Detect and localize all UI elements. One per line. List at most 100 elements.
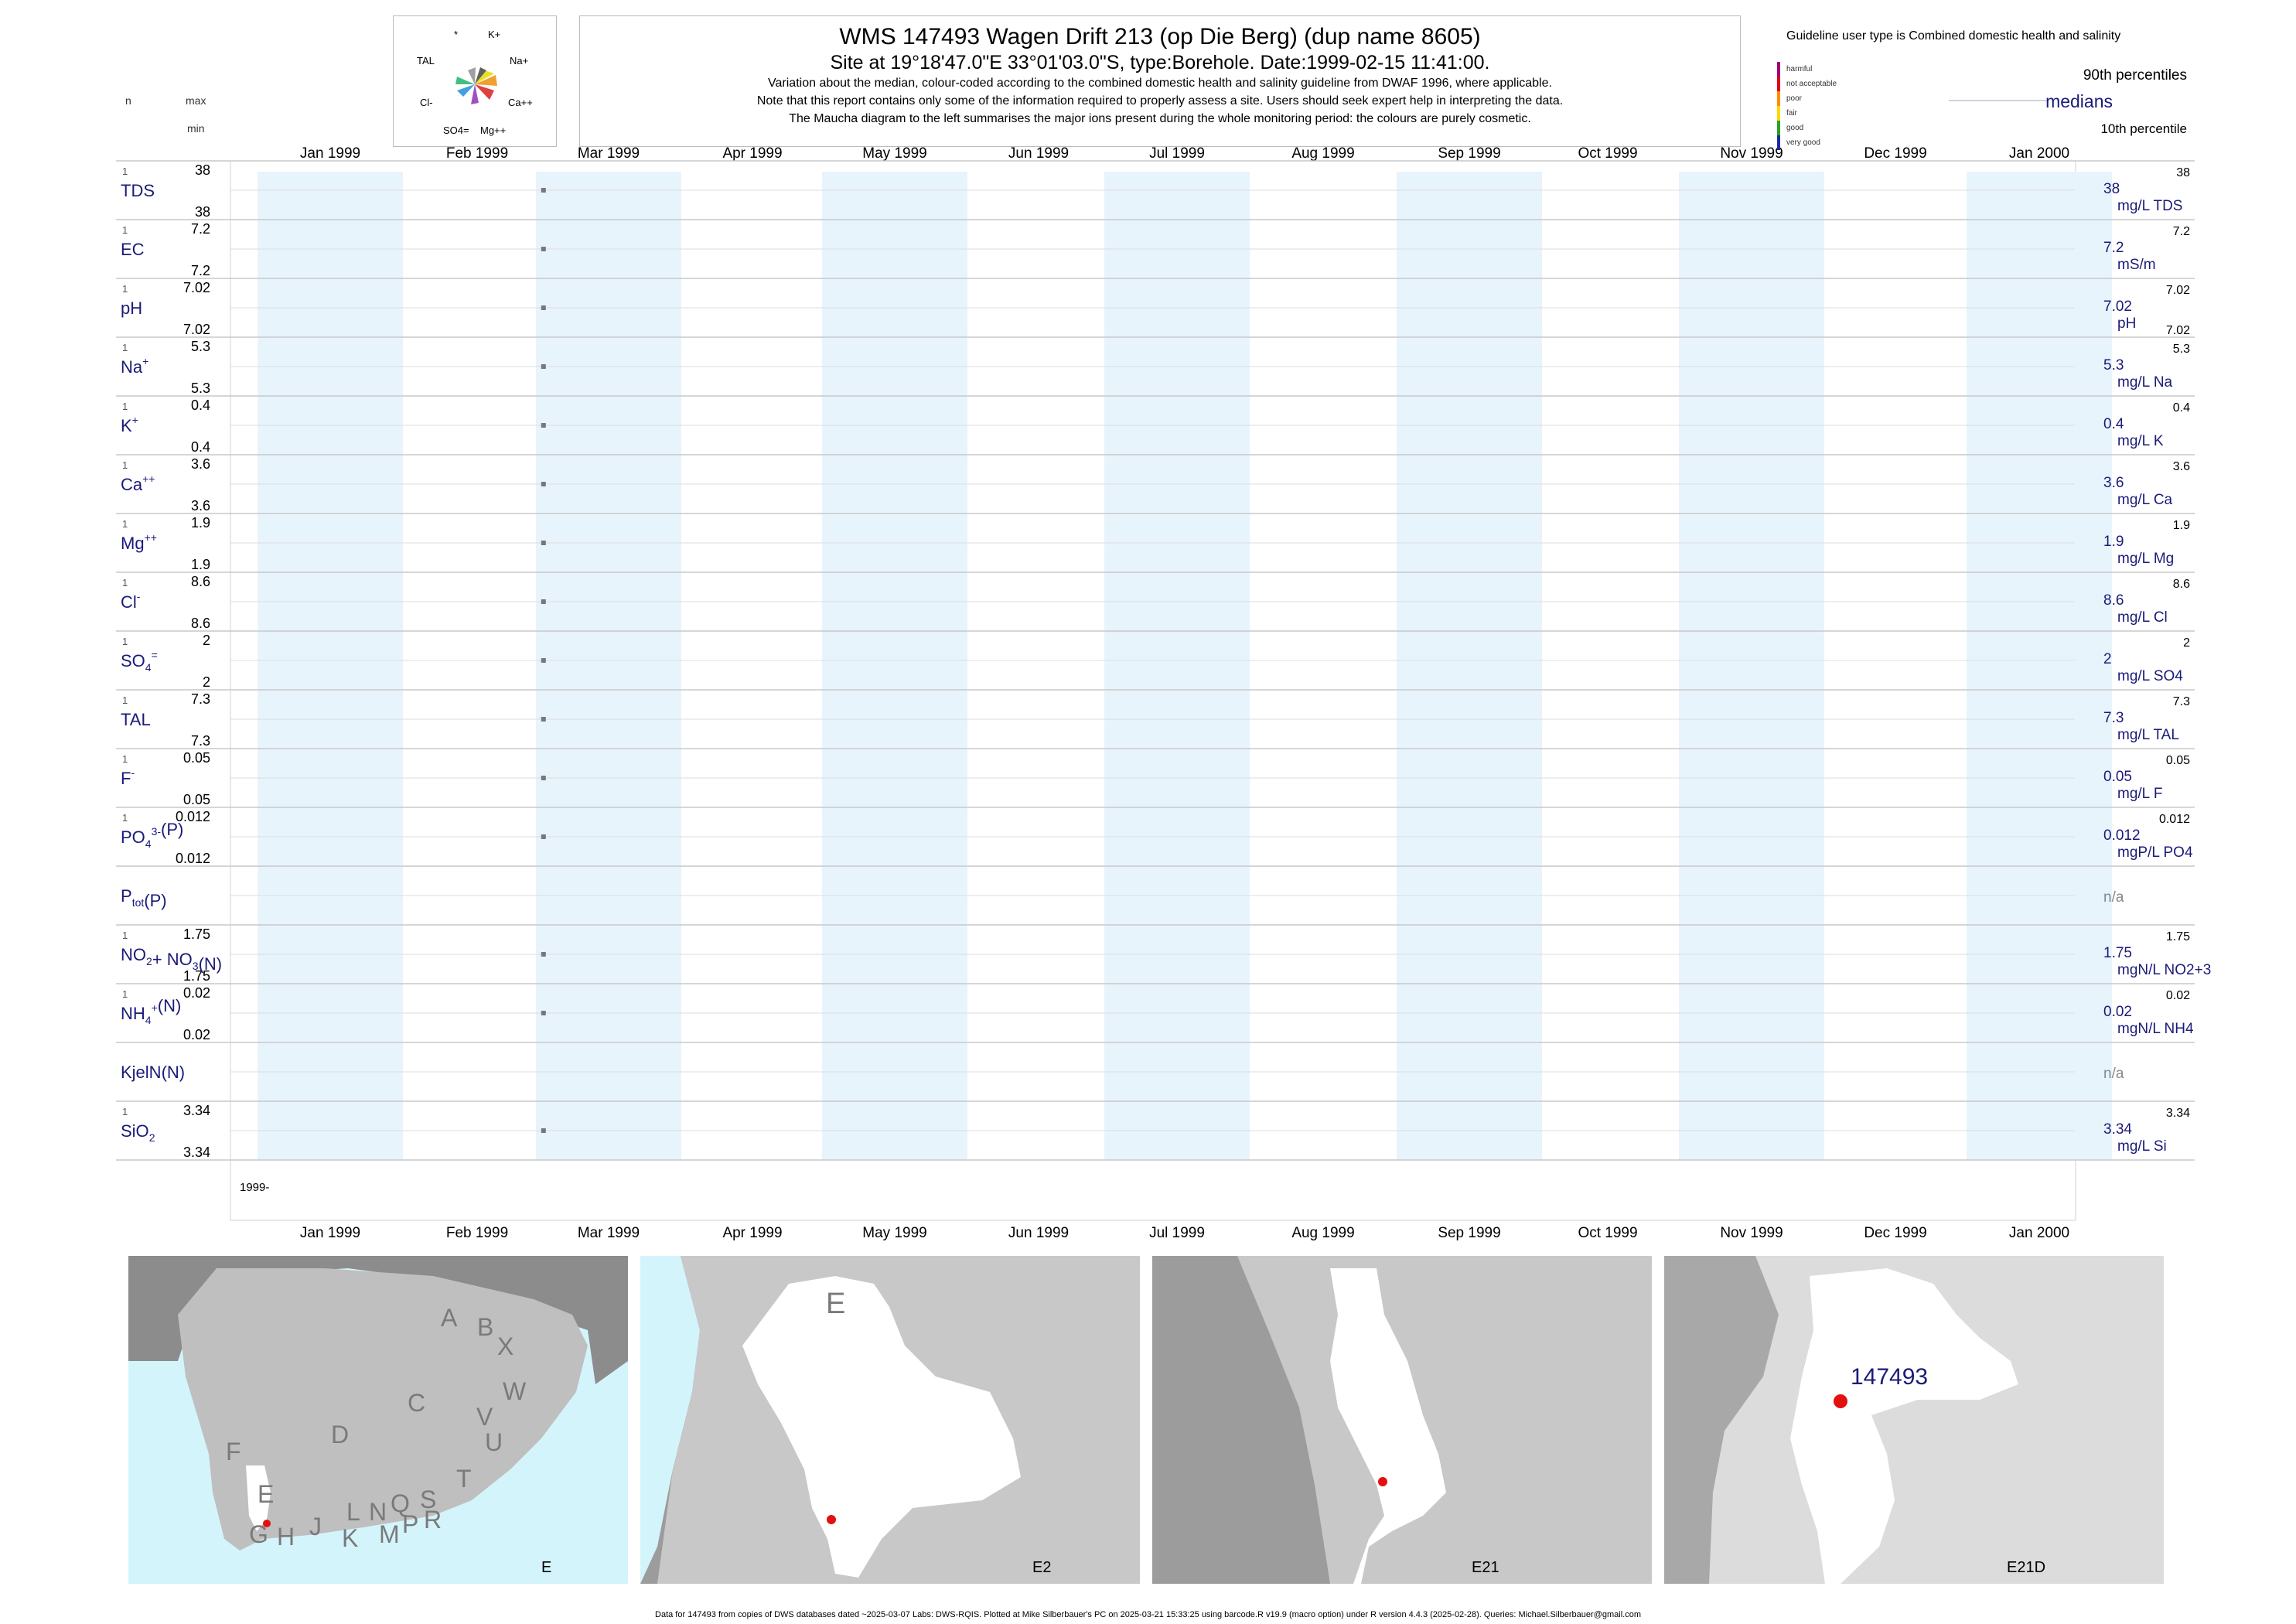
parameter-label-part: P [121,886,132,906]
row-p90: 5.3 [2173,343,2190,356]
x-tick-label-top: Jul 1999 [1149,145,1205,162]
row-min: 3.6 [191,498,210,513]
row-median: 7.02 [2103,299,2132,315]
row-max: 38 [195,162,210,178]
report-header: WMS 147493 Wagen Drift 213 (op Die Berg)… [579,15,1741,147]
row-min: 0.012 [176,851,210,866]
parameter-label: NH4+(N) [121,996,181,1026]
row-p10: 7.02 [2166,324,2190,337]
row-median: 0.05 [2103,769,2132,785]
parameter-label-part: NO [121,945,146,964]
parameter-label: EC [121,240,145,259]
footer-credits: Data for 147493 from copies of DWS datab… [655,1610,1641,1619]
row-n: 1 [122,1106,128,1117]
parameter-label-part: SiO [121,1121,149,1141]
x-tick-label-bottom: Apr 1999 [722,1225,782,1241]
x-tick-label-bottom: Mar 1999 [578,1225,640,1241]
map4-caption: E21D [2007,1559,2045,1576]
row-n: 1 [122,165,128,177]
legend-class-label: harmful [1786,65,1812,73]
row-unit: mg/L TDS [2117,198,2182,214]
maucha-label-so4: SO4= [443,125,469,136]
parameter-label: KjelN(N) [121,1063,185,1082]
month-band [1967,172,2112,1160]
x-tick-label-bottom: Feb 1999 [446,1225,508,1241]
legend-class-label: fair [1786,109,1798,118]
parameter-label: Mg++ [121,531,157,553]
row-max: 7.2 [191,221,210,237]
row-min: 5.3 [191,380,210,396]
x-tick-label-top: May 1999 [862,145,926,162]
maucha-diagram: * K+ TAL Na+ Cl- Ca++ SO4= Mg++ [393,15,557,147]
legend-swatch [1777,135,1780,150]
parameter-label: Cl- [121,590,141,612]
parameter-label-part: 2 [146,955,152,967]
parameter-label: Na+ [121,355,148,377]
map-e21: E21 [1152,1256,1652,1584]
maucha-label-na: Na+ [510,55,528,67]
row-p90: 0.02 [2166,989,2190,1002]
map-e2: E E2 [640,1256,1140,1584]
report-title: WMS 147493 Wagen Drift 213 (op Die Berg)… [839,24,1481,49]
parameter-label-part: 2 [149,1131,155,1144]
month-band [1397,172,1542,1160]
row-min: 7.02 [183,322,210,337]
maucha-label-k: K+ [488,29,500,40]
note-line-1: Variation about the median, colour-coded… [768,77,1552,90]
parameter-label-part: PO [121,827,145,847]
row-min: 0.02 [183,1027,210,1042]
sample-point [541,952,546,957]
row-p90: 3.6 [2173,460,2190,473]
row-max: 0.4 [191,397,210,413]
maucha-segment-2 [475,75,497,86]
map1-letter-l: L [346,1498,360,1526]
map1-letter-c: C [408,1389,425,1417]
map1-letter-s: S [420,1486,436,1513]
row-n: 1 [122,283,128,295]
maucha-label-ca: Ca++ [508,97,533,108]
row-unit: mg/L F [2117,786,2162,802]
row-max: 0.012 [176,809,210,824]
parameter-label-part: 4 [145,838,152,850]
map2-catchment [742,1276,1021,1578]
parameter-label-part: Na [121,357,143,377]
parameter-label-part: TDS [121,181,155,200]
map3-catchment [1330,1268,1446,1584]
map1-letter-n: N [369,1498,387,1526]
sample-point [541,776,546,780]
legend-medians: medians [2045,91,2113,111]
parameter-label-part: (N) [199,954,223,974]
parameter-label-part: 3- [152,825,162,838]
parameter-label-part: EC [121,240,145,259]
row-median: 8.6 [2103,592,2124,609]
x-tick-label-top: Sep 1999 [1438,145,1500,162]
row-n: 1 [122,930,128,941]
row-unit: pH [2117,316,2136,332]
parameter-label: TDS [121,181,155,200]
row-min: 7.2 [191,263,210,278]
month-band [1104,172,1250,1160]
map1-letter-d: D [331,1421,349,1448]
row-median: 7.3 [2103,710,2124,726]
sample-point [541,599,546,604]
row-unit: mg/L Si [2117,1138,2167,1155]
map1-letter-b: B [477,1313,493,1341]
map1-letter-m: M [379,1520,400,1548]
map1-letter-g: G [249,1520,268,1548]
row-max: 7.3 [191,691,210,707]
map2-sea [640,1256,700,1584]
x-tick-label-bottom: Jan 1999 [300,1225,360,1241]
row-p90: 7.3 [2173,695,2190,708]
maucha-label-cl: Cl- [420,97,433,108]
row-unit: mg/L Ca [2117,492,2173,508]
map3-bg [1152,1256,1652,1584]
map1-letter-f: F [226,1438,241,1465]
parameter-label-part: F [121,769,131,788]
x-tick-label-bottom: May 1999 [862,1225,926,1241]
row-median: 5.3 [2103,357,2124,374]
sample-point [541,717,546,722]
parameter-label: Ca++ [121,473,155,494]
parameter-label-part: + [152,1001,158,1014]
parameter-label-part: tot [132,896,145,909]
map1-letter-a: A [441,1304,458,1332]
